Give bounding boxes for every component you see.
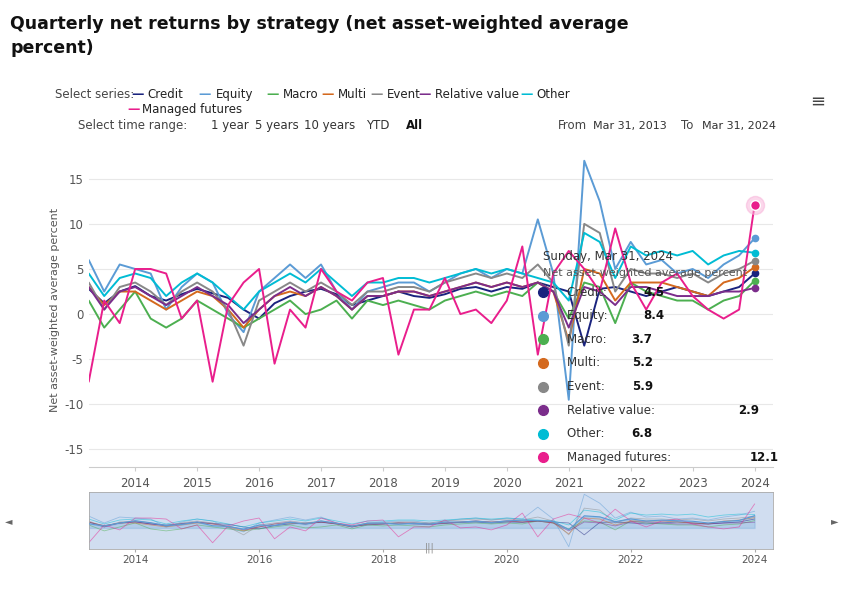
Text: ◄: ◄ — [5, 517, 12, 526]
Text: Managed futures:: Managed futures: — [565, 451, 674, 464]
Text: Managed futures: Managed futures — [142, 103, 241, 116]
Text: Credit:: Credit: — [565, 286, 609, 299]
Text: —: — — [127, 103, 139, 116]
Text: —: — — [321, 87, 333, 101]
Text: ≡: ≡ — [809, 92, 825, 110]
Text: 5.9: 5.9 — [631, 380, 652, 393]
Text: Select series:: Select series: — [55, 87, 134, 101]
Text: Other: Other — [536, 87, 570, 101]
Text: 2.9: 2.9 — [738, 404, 758, 416]
Text: 8.4: 8.4 — [643, 310, 663, 322]
Text: Relative value: Relative value — [435, 87, 518, 101]
Text: Sunday, Mar 31, 2024: Sunday, Mar 31, 2024 — [543, 249, 672, 263]
Text: —: — — [370, 87, 382, 101]
Text: ►: ► — [830, 517, 837, 526]
Text: Other:: Other: — [565, 427, 607, 440]
Text: Multi: Multi — [338, 87, 366, 101]
Text: Net asset-weighted average percent: Net asset-weighted average percent — [543, 268, 746, 277]
Text: Multi:: Multi: — [565, 356, 603, 370]
Text: All: All — [406, 119, 423, 132]
Y-axis label: Net asset-weighted average percent: Net asset-weighted average percent — [50, 208, 60, 412]
Text: —: — — [266, 87, 279, 101]
Text: —: — — [519, 87, 532, 101]
Text: 10 years: 10 years — [304, 119, 354, 132]
Text: From: From — [557, 119, 586, 132]
Text: 4.5: 4.5 — [643, 286, 663, 299]
Text: —: — — [131, 87, 143, 101]
Text: 12.1: 12.1 — [749, 451, 778, 464]
Text: 1 year: 1 year — [211, 119, 248, 132]
Text: |||: ||| — [424, 542, 434, 553]
Text: —: — — [198, 87, 211, 101]
Text: Select time range:: Select time range: — [78, 119, 187, 132]
Text: 3.7: 3.7 — [631, 333, 652, 346]
Text: Event: Event — [387, 87, 420, 101]
Text: YTD: YTD — [365, 119, 389, 132]
Text: Equity: Equity — [215, 87, 252, 101]
Text: Mar 31, 2013: Mar 31, 2013 — [592, 121, 667, 131]
Text: Mar 31, 2024: Mar 31, 2024 — [701, 121, 775, 131]
Text: Equity:: Equity: — [565, 310, 610, 322]
Text: 5.2: 5.2 — [631, 356, 652, 370]
Text: To: To — [680, 119, 693, 132]
Text: percent): percent) — [10, 39, 94, 58]
Text: Quarterly net returns by strategy (net asset-weighted average: Quarterly net returns by strategy (net a… — [10, 15, 628, 33]
Text: Relative value:: Relative value: — [565, 404, 657, 416]
Text: Event:: Event: — [565, 380, 608, 393]
Text: Macro: Macro — [283, 87, 318, 101]
Text: 5 years: 5 years — [255, 119, 299, 132]
Text: —: — — [418, 87, 430, 101]
Text: 6.8: 6.8 — [631, 427, 652, 440]
Text: Credit: Credit — [148, 87, 183, 101]
Text: Macro:: Macro: — [565, 333, 609, 346]
